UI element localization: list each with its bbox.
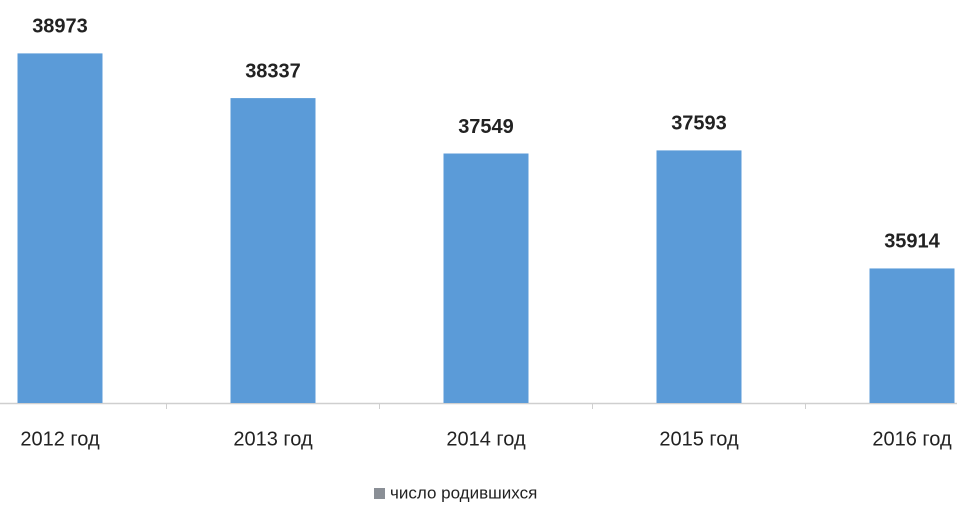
x-tick-label: 2015 год <box>659 428 739 450</box>
data-label: 38973 <box>32 16 88 38</box>
bar <box>869 268 955 403</box>
x-tick-label: 2012 год <box>20 428 100 450</box>
legend-swatch <box>374 488 385 499</box>
x-tick-label: 2016 год <box>872 428 952 450</box>
bar <box>17 53 103 403</box>
x-tick-label: 2014 год <box>446 428 526 450</box>
x-tick-label: 2013 год <box>233 428 313 450</box>
data-label: 38337 <box>245 60 301 82</box>
bar <box>230 98 316 404</box>
data-label: 35914 <box>884 231 940 253</box>
bar <box>656 150 742 403</box>
data-label: 37593 <box>671 113 727 135</box>
legend-label: число родившихся <box>390 483 537 502</box>
data-label: 37549 <box>458 116 514 138</box>
bar <box>443 153 529 403</box>
